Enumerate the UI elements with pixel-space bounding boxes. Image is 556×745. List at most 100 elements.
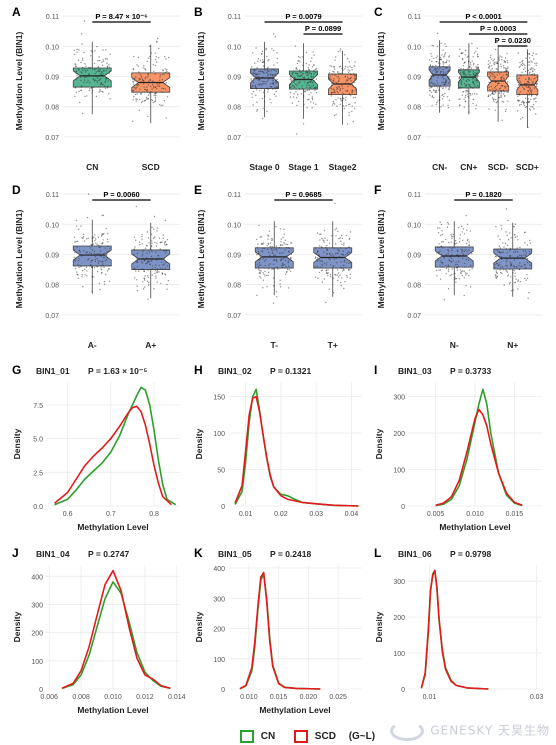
data-point [494,266,496,268]
data-point [254,62,256,64]
data-point [460,272,463,274]
data-point [331,73,334,75]
data-point [323,251,325,253]
data-point [348,61,350,63]
data-point [75,267,77,270]
data-point [255,76,257,78]
data-point [504,87,507,89]
y-tick-label-j-2: 200 [31,631,43,638]
data-point [318,271,320,274]
data-point [321,260,324,262]
data-point [293,81,295,83]
data-point [99,253,101,255]
data-point [495,277,498,279]
data-point [143,279,146,281]
data-point [104,252,106,254]
data-point [463,71,465,73]
data-point [135,205,137,208]
data-point [272,268,274,270]
data-point [250,78,252,80]
data-point [158,237,161,239]
data-point [76,240,79,243]
data-point [473,52,476,54]
data-point [461,87,463,89]
data-point [467,60,470,62]
data-point [526,277,529,279]
data-point [135,80,138,82]
data-point [489,56,492,59]
data-point [445,66,448,69]
data-point [303,76,305,79]
data-point [262,243,264,245]
data-point [273,254,275,256]
data-point [86,238,88,240]
data-point [507,75,509,78]
data-point [259,90,261,92]
data-point [442,61,444,63]
data-point [445,80,447,82]
data-point [334,202,336,205]
y-tick-label-b-2: 0.09 [227,74,241,81]
jitter-points-c-3 [516,40,538,129]
data-point [337,230,339,233]
data-point [93,68,96,71]
data-point [447,268,450,270]
p-value-label-c-0: P < 0.0001 [465,12,501,21]
data-point [275,79,277,82]
data-point [529,264,531,266]
panel-g: G BIN1_01 P = 1.63 × 10⁻⁵0.02.55.07.50.6 0.… [12,363,180,532]
data-point [513,265,515,267]
data-point [103,266,105,268]
data-point [333,78,335,80]
data-point [288,250,290,252]
data-point [458,76,461,78]
data-point [507,91,509,93]
data-point [337,71,339,74]
data-point [156,61,158,63]
data-point [164,83,166,85]
data-point [315,78,318,80]
data-point [451,257,453,259]
data-point [92,236,94,238]
data-point [496,100,499,103]
data-point [141,255,143,257]
data-point [341,277,343,279]
data-point [529,108,531,110]
data-point [264,95,266,97]
data-point [337,76,340,78]
data-point [472,76,474,78]
data-point [153,81,156,84]
data-point [104,49,107,51]
data-point [527,297,529,299]
data-point [80,89,82,92]
data-point [310,79,312,82]
data-point [437,257,439,260]
data-point [165,68,168,71]
data-point [328,288,330,290]
data-point [516,87,519,89]
data-point [311,98,314,101]
data-point [345,234,348,237]
data-point [498,245,501,247]
data-point [267,88,269,91]
data-point [266,248,269,251]
data-point [299,56,301,59]
data-point [137,65,139,67]
data-point [512,289,514,291]
data-point [519,65,521,67]
data-point [461,250,463,252]
data-point [462,52,464,54]
data-point [91,290,93,293]
data-point [460,82,462,84]
data-point [97,262,100,264]
data-point [469,286,472,288]
data-point [348,111,350,114]
data-point [344,66,347,68]
data-point [535,113,537,115]
data-point [505,270,507,272]
data-point [310,101,312,103]
data-point [526,93,528,95]
data-point [137,83,139,86]
y-axis-label-e: Methylation Level (BIN1) [196,209,206,308]
data-point [467,55,470,57]
